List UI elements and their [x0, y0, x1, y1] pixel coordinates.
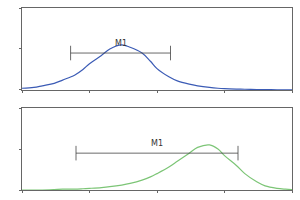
svg-text:M1: M1	[115, 39, 127, 48]
svg-text:M1: M1	[151, 139, 163, 148]
